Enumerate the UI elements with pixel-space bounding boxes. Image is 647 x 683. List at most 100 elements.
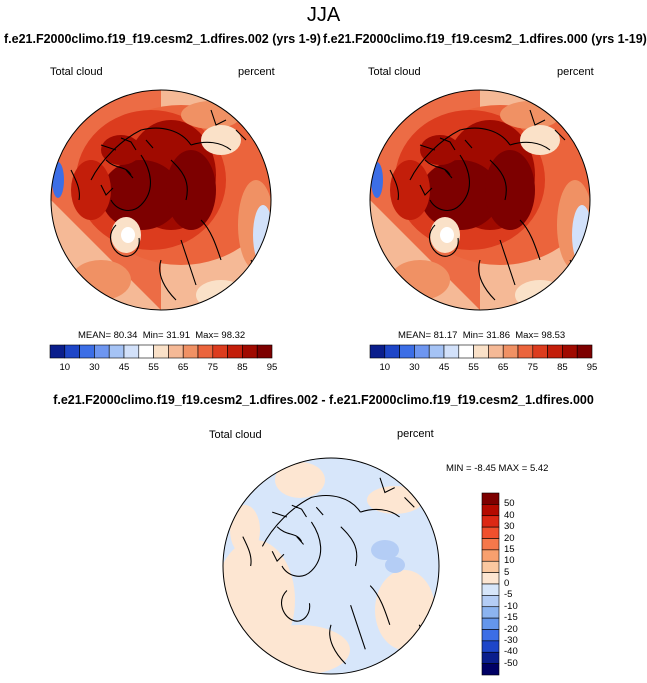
colorbar-swatch [414, 344, 430, 359]
colorbar-tick-label: 50 [504, 498, 515, 510]
panel-1-map [51, 90, 271, 310]
colorbar-tick-label: 30 [409, 362, 420, 373]
colorbar-swatch [481, 526, 500, 539]
colorbar-swatch [517, 344, 534, 359]
colorbar-swatch [168, 344, 184, 359]
panel-2-mean: 81.17 [433, 330, 458, 341]
colorbar-swatch [481, 572, 500, 585]
colorbar-tick-label: 55 [468, 362, 479, 373]
colorbar-tick-label: 0 [504, 578, 510, 589]
colorbar-tick-label: 85 [557, 362, 568, 373]
difference-units-label: percent [397, 428, 434, 440]
colorbar-tick-label: 45 [438, 362, 450, 373]
panel-1-max: 98.32 [221, 330, 246, 341]
colorbar-tick-label: 10 [504, 555, 515, 567]
colorbar-swatch [256, 344, 273, 359]
panel-2-stats: MEAN= 81.17 Min= 31.86 Max= 98.53 [398, 330, 566, 341]
panel-1-units-label: percent [238, 66, 275, 78]
colorbar-tick-label: 30 [89, 362, 100, 373]
colorbar-tick-label: -10 [504, 600, 518, 612]
colorbar-swatch [64, 344, 80, 359]
colorbar-swatch [369, 344, 386, 359]
difference-stats: MIN = -8.45 MAX = 5.42 [446, 463, 549, 474]
panel-2-map [370, 90, 590, 310]
colorbar-tick-label: 15 [504, 543, 515, 555]
colorbar-tick-label: 40 [504, 509, 515, 521]
colorbar-swatch [481, 492, 500, 505]
colorbar-swatch [473, 344, 489, 359]
panel-1-mean: 80.34 [113, 330, 138, 341]
colorbar-swatch [481, 538, 500, 551]
panel-2-map-border [369, 89, 591, 311]
difference-colorbar [481, 492, 500, 676]
difference-min: -8.45 [474, 463, 496, 474]
colorbar-tick-label: 95 [266, 362, 278, 373]
colorbar-tick-label: -30 [504, 634, 518, 646]
colorbar-swatch [108, 344, 125, 359]
colorbar-tick-label: 85 [237, 362, 248, 373]
colorbar-tick-label: 45 [118, 362, 130, 373]
colorbar-swatch [443, 344, 460, 359]
panel-1-min: 31.91 [166, 330, 190, 341]
colorbar-swatch [94, 344, 110, 359]
colorbar-tick-label: 65 [497, 362, 509, 373]
colorbar-tick-label: 20 [504, 532, 515, 544]
difference-max: 5.42 [529, 463, 549, 474]
colorbar-tick-label: 30 [504, 521, 515, 533]
colorbar-swatch [242, 344, 258, 359]
colorbar-swatch [227, 344, 243, 359]
difference-variable-label: Total cloud [209, 429, 262, 441]
colorbar-tick-label: -50 [504, 657, 518, 669]
colorbar-swatch [488, 344, 504, 359]
colorbar-swatch [576, 344, 593, 359]
colorbar-swatch [562, 344, 578, 359]
panel-2-case-title: f.e21.F2000climo.f19_f19.cesm2_1.dfires.… [323, 32, 647, 46]
colorbar-tick-label: -20 [504, 623, 518, 635]
panel-1-variable-label: Total cloud [50, 66, 103, 78]
colorbar-swatch [532, 344, 548, 359]
panel-2-colorbar [369, 344, 593, 359]
panel-2-variable-label: Total cloud [368, 66, 421, 78]
panel-2-units-label: percent [557, 66, 594, 78]
colorbar-swatch [79, 344, 95, 359]
colorbar-tick-label: 65 [177, 362, 189, 373]
colorbar-swatch [481, 617, 500, 630]
colorbar-swatch [481, 504, 500, 517]
panel-1-stats: MEAN= 80.34 Min= 31.91 Max= 98.32 [78, 330, 246, 341]
colorbar-swatch [481, 663, 500, 676]
colorbar-tick-label: -5 [504, 589, 513, 601]
colorbar-swatch [458, 344, 474, 359]
colorbar-tick-label: 75 [527, 362, 539, 373]
colorbar-swatch [153, 344, 169, 359]
colorbar-swatch [547, 344, 563, 359]
panel-1-colorbar [49, 344, 273, 359]
colorbar-swatch [502, 344, 519, 359]
colorbar-swatch [123, 344, 140, 359]
colorbar-swatch [481, 651, 500, 664]
figure-title: JJA [306, 4, 341, 26]
colorbar-swatch [399, 344, 415, 359]
colorbar-swatch [384, 344, 400, 359]
colorbar-swatch [481, 629, 500, 642]
colorbar-swatch [481, 640, 500, 653]
colorbar-tick-label: 5 [504, 566, 510, 578]
colorbar-tick-label: 10 [379, 362, 391, 373]
colorbar-tick-label: 75 [207, 362, 219, 373]
colorbar-swatch [481, 583, 500, 596]
colorbar-swatch [481, 560, 500, 573]
colorbar-swatch [428, 344, 445, 359]
difference-map-border [222, 457, 440, 675]
colorbar-tick-label: 55 [148, 362, 159, 373]
panel-2-min: 31.86 [486, 330, 510, 341]
panel-2-max: 98.53 [541, 330, 566, 341]
colorbar-swatch [481, 606, 500, 619]
colorbar-swatch [182, 344, 199, 359]
colorbar-swatch [138, 344, 154, 359]
difference-map [223, 458, 439, 674]
colorbar-swatch [197, 344, 214, 359]
colorbar-tick-label: 10 [59, 362, 71, 373]
colorbar-swatch [481, 595, 500, 608]
colorbar-swatch [481, 515, 500, 528]
panel-1-case-title: f.e21.F2000climo.f19_f19.cesm2_1.dfires.… [4, 32, 321, 46]
